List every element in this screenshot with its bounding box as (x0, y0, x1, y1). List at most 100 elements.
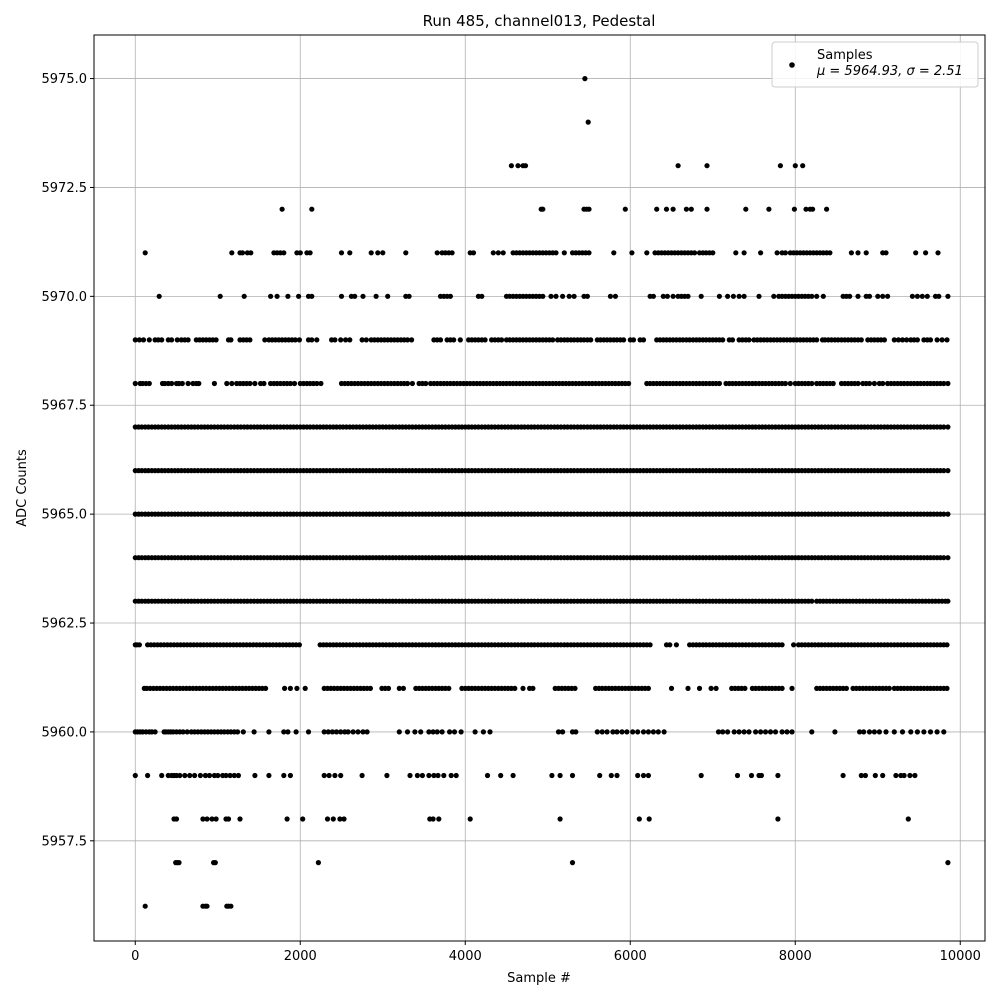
data-point (927, 337, 934, 343)
data-point (660, 293, 666, 299)
data-point (871, 380, 878, 387)
data-point (434, 250, 440, 256)
data-point (174, 337, 180, 343)
data-point (187, 772, 193, 779)
data-point (426, 772, 432, 779)
data-point (791, 206, 798, 212)
data-point (824, 206, 830, 212)
data-point (352, 293, 358, 299)
x-tick-label: 10000 (940, 949, 981, 964)
data-point (904, 337, 910, 343)
data-point (571, 293, 577, 299)
y-tick-label: 5975.0 (42, 72, 88, 87)
data-point (241, 293, 247, 299)
data-point (787, 380, 793, 387)
data-point (809, 380, 815, 387)
y-tick-label: 5970.0 (42, 290, 88, 305)
data-point (419, 772, 425, 779)
data-point (945, 555, 951, 561)
data-point (350, 729, 356, 735)
plot-frame (93, 34, 986, 942)
data-point (439, 729, 445, 735)
data-point (855, 250, 861, 256)
data-point (385, 293, 391, 299)
data-point (430, 729, 436, 735)
x-tick-label: 0 (131, 949, 139, 964)
data-point (206, 772, 213, 779)
data-point (936, 293, 942, 299)
data-point (614, 729, 620, 735)
data-point (239, 250, 246, 256)
data-point (912, 772, 918, 779)
data-point (235, 729, 241, 735)
data-point (457, 337, 463, 343)
data-point (891, 337, 897, 343)
data-point (296, 337, 302, 343)
data-point (809, 729, 815, 735)
data-point (364, 729, 370, 735)
data-point (908, 729, 914, 735)
data-point (782, 380, 789, 387)
data-point (284, 816, 290, 822)
data-point (279, 206, 285, 212)
data-point (373, 293, 379, 299)
data-point (540, 293, 546, 299)
data-point (594, 729, 600, 735)
data-point (282, 685, 288, 692)
data-point (789, 685, 795, 692)
y-tick-label: 5967.5 (42, 399, 88, 414)
data-point (713, 685, 719, 692)
data-point (197, 772, 203, 779)
data-point (779, 642, 785, 648)
data-point (875, 293, 881, 299)
data-point (520, 685, 526, 692)
data-point (467, 816, 473, 822)
data-point (945, 424, 951, 430)
data-point (281, 772, 287, 779)
y-tick-label: 5962.5 (42, 617, 88, 632)
data-point (522, 163, 529, 169)
data-point (484, 772, 491, 779)
data-point (758, 729, 764, 735)
data-point (499, 337, 505, 343)
data-point (359, 772, 365, 779)
data-point (338, 729, 344, 735)
data-point (708, 685, 714, 692)
data-point (645, 772, 652, 779)
data-point (698, 772, 704, 779)
data-point (756, 293, 762, 299)
data-point (291, 380, 298, 387)
data-point (843, 685, 850, 692)
data-point (582, 76, 588, 82)
data-point (746, 337, 752, 343)
data-point (913, 250, 919, 256)
data-point (287, 685, 293, 692)
data-point (883, 250, 889, 256)
data-point (268, 293, 274, 299)
data-point (347, 250, 353, 256)
data-point (610, 729, 616, 735)
data-point (944, 685, 950, 692)
data-point (612, 293, 619, 299)
data-point (540, 206, 546, 212)
legend-stats: μ = 5964.93, σ = 2.51 (816, 64, 963, 79)
data-point (446, 685, 452, 692)
data-point (403, 250, 409, 256)
data-point (530, 685, 536, 692)
data-point (924, 293, 930, 299)
data-point (318, 380, 324, 387)
data-point (934, 337, 940, 343)
data-point (548, 293, 554, 299)
data-point (247, 337, 253, 343)
data-point (231, 772, 237, 779)
data-point (715, 729, 722, 735)
data-point (645, 685, 652, 692)
data-point (345, 729, 351, 735)
data-point (385, 685, 392, 692)
data-point (741, 729, 747, 735)
data-point (914, 729, 921, 735)
data-point (716, 293, 723, 299)
data-point (159, 337, 165, 343)
data-point (688, 206, 694, 212)
